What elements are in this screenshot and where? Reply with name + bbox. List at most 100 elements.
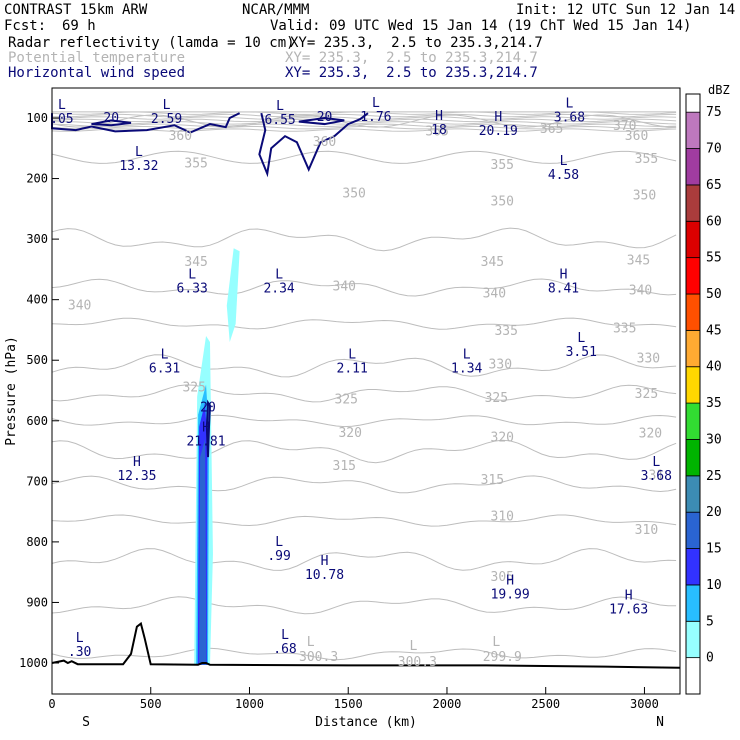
field-name-reflectivity: Radar reflectivity (lamda = 10 cm) bbox=[8, 35, 295, 51]
theta-label: 345 bbox=[627, 253, 650, 268]
y-tick-label: 900 bbox=[26, 595, 48, 609]
colorbar-swatch bbox=[685, 511, 701, 549]
theta-label: 335 bbox=[613, 322, 636, 337]
theta-label: 345 bbox=[481, 255, 504, 270]
plot-axes: 0 500 1000 1500 2000 2500 3000 100 200 300 400 500 6… bbox=[4, 87, 681, 730]
x-tick-label: 2000 bbox=[433, 697, 462, 711]
fcst-value: 69 h bbox=[62, 18, 96, 34]
isentrope-355 bbox=[51, 227, 677, 252]
theta-label: 340 bbox=[333, 279, 356, 294]
colorbar-tick-label: 65 bbox=[706, 178, 722, 193]
colorbar-tick-label: 40 bbox=[706, 360, 722, 375]
terrain-profile bbox=[51, 621, 681, 669]
isentrope-upper-band bbox=[51, 125, 677, 130]
theta-label: 345 bbox=[184, 255, 207, 270]
field-name-theta: Potential temperature bbox=[8, 50, 186, 66]
wind-extremum-value: 3.68 bbox=[554, 111, 585, 126]
wind-extremum-high-marker: H bbox=[506, 573, 514, 588]
isentrope-330 bbox=[51, 414, 677, 428]
theta-label: 320 bbox=[491, 431, 514, 446]
theta-label: 325 bbox=[485, 391, 508, 406]
isentrope-345 bbox=[51, 317, 677, 330]
isentrope-upper-band bbox=[51, 111, 677, 115]
colorbar-swatch bbox=[685, 439, 701, 477]
wind-extremum-low-marker: L bbox=[188, 267, 196, 282]
theta-label: 300.3 bbox=[299, 650, 338, 665]
wind-extremum-value: .30 bbox=[68, 645, 91, 660]
colorbar-swatch bbox=[685, 257, 701, 295]
wind-contour-jet-east bbox=[258, 112, 369, 178]
valid-time: Valid: 09 UTC Wed 15 Jan 14 (19 ChT Wed … bbox=[270, 18, 692, 34]
colorbar-tick-label: 0 bbox=[706, 651, 714, 666]
theta-label: 300.3 bbox=[398, 655, 437, 670]
theta-label: 325 bbox=[335, 393, 358, 408]
wind-extremum-value: 10.78 bbox=[305, 568, 344, 583]
x-axis-label: Distance (km) bbox=[315, 715, 417, 730]
wind-extremum-low-marker: L bbox=[652, 455, 660, 470]
refl-upper-streak bbox=[226, 248, 240, 343]
theta-label: 350 bbox=[491, 195, 514, 210]
wind-extremum-value: 21.81 bbox=[186, 435, 225, 450]
wind-extremum-low-marker: L bbox=[275, 267, 283, 282]
theta-label: 320 bbox=[639, 426, 662, 441]
theta-isentropes bbox=[51, 111, 677, 661]
wind-extremum-high-marker: H bbox=[494, 110, 502, 125]
wind-extremum-low-marker: L bbox=[281, 628, 289, 643]
colorbar-tick-label: 55 bbox=[706, 251, 722, 266]
wind-contour-jet-west bbox=[51, 112, 241, 134]
wind-extremum-high-marker: H bbox=[560, 267, 568, 282]
north-label: N bbox=[656, 715, 664, 730]
wind-extremum-low-marker: L bbox=[372, 96, 380, 111]
field-xy-theta: XY= 235.3, 2.5 to 235.3,214.7 bbox=[285, 50, 538, 66]
isentrope-325 bbox=[51, 439, 677, 464]
isentrope-upper-band bbox=[51, 128, 677, 132]
wind-extremum-value: 2.34 bbox=[263, 281, 294, 296]
colorbar-tick-label: 25 bbox=[706, 469, 722, 484]
wind-extremum-value: 3.51 bbox=[566, 345, 597, 360]
theta-label: 330 bbox=[489, 357, 512, 372]
theta-label: 360 bbox=[625, 129, 648, 144]
isentrope-335 bbox=[51, 384, 677, 403]
wind-extremum-low-marker: L bbox=[58, 98, 66, 113]
wind-extremum-high-marker: H bbox=[625, 588, 633, 603]
isentrope-320 bbox=[51, 475, 677, 494]
wind-extremum-value: 12.35 bbox=[117, 469, 156, 484]
isentrope-360 bbox=[51, 150, 677, 164]
theta-label: 299.9 bbox=[483, 650, 522, 665]
x-tick-label: 3000 bbox=[630, 697, 659, 711]
colorbar-tick-label: 70 bbox=[706, 142, 722, 157]
wind-extremum-value: 13.32 bbox=[119, 159, 158, 174]
x-tick-label: 0 bbox=[48, 697, 55, 711]
colorbar-swatch bbox=[685, 584, 701, 622]
model-title: CONTRAST 15km ARW bbox=[4, 2, 148, 18]
theta-label: 325 bbox=[635, 387, 658, 402]
colorbar-tick-label: 50 bbox=[706, 287, 722, 302]
colorbar-tick-label: 10 bbox=[706, 578, 722, 593]
colorbar-swatch bbox=[685, 548, 701, 586]
colorbar-tick-label: 75 bbox=[706, 105, 722, 120]
colorbar-swatch bbox=[685, 148, 701, 186]
theta-label: 325 bbox=[182, 380, 205, 395]
wind-extremum-value: 19.99 bbox=[491, 587, 530, 602]
x-tick-label: 2500 bbox=[531, 697, 560, 711]
wind-extremum-value: .05 bbox=[50, 112, 73, 127]
colorbar-swatch bbox=[685, 184, 701, 222]
colorbar-frame bbox=[685, 93, 701, 695]
wind-extremum-value: 1.76 bbox=[360, 110, 391, 125]
wind-contour-label: 20 bbox=[200, 400, 216, 415]
wind-contour-label: 20 bbox=[103, 111, 119, 126]
theta-extremum-marker: L bbox=[307, 635, 315, 650]
colorbar-tick-label: 15 bbox=[706, 542, 722, 557]
wind-extremum-high-marker: H bbox=[202, 421, 210, 436]
theta-label: 355 bbox=[184, 156, 207, 171]
plot-frame bbox=[51, 87, 681, 695]
wind-extremum-low-marker: L bbox=[135, 145, 143, 160]
isentrope-315 bbox=[51, 514, 677, 527]
wind-extremum-value: 8.41 bbox=[548, 281, 579, 296]
theta-extremum-marker: L bbox=[409, 639, 417, 654]
isentrope-350 bbox=[51, 278, 677, 297]
wind-extremum-value: 6.33 bbox=[177, 281, 208, 296]
colorbar-swatch bbox=[685, 620, 701, 659]
theta-label: 360 bbox=[313, 135, 336, 150]
